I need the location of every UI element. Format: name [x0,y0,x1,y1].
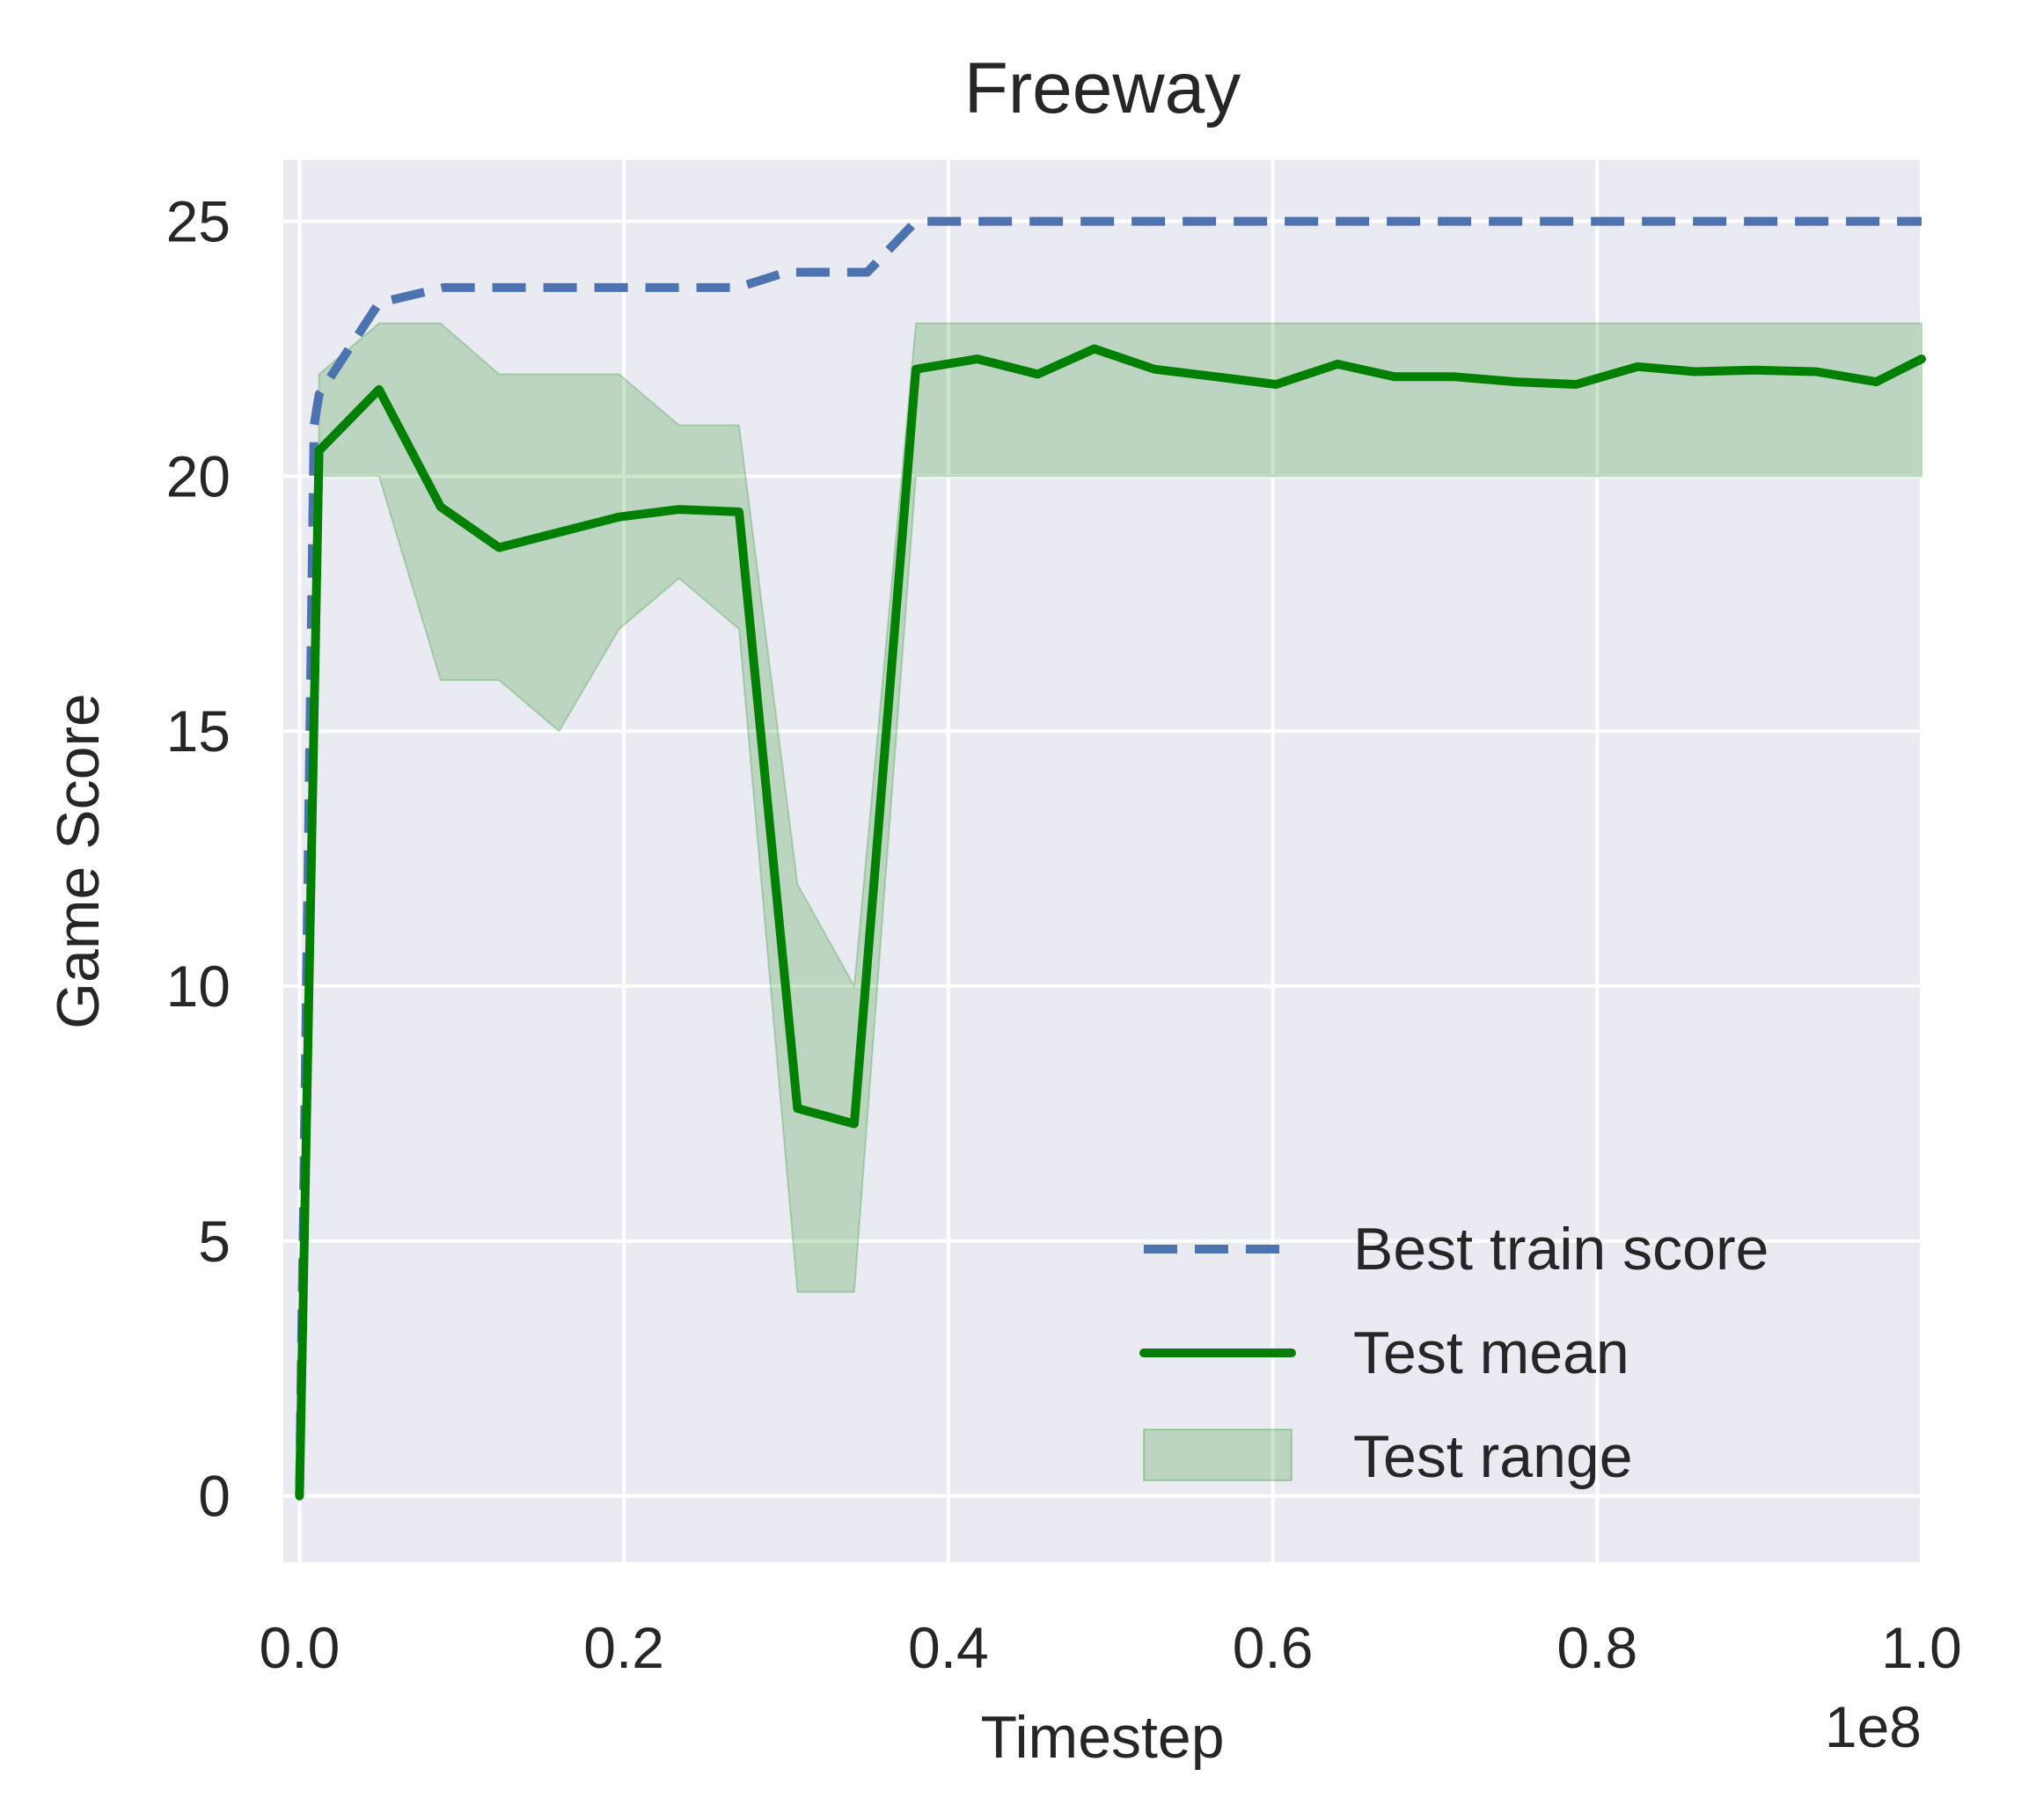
y-axis-label: Game Score [45,693,112,1029]
y-tick-label: 15 [166,698,231,764]
grid-lines [283,160,1923,1562]
legend-test-range-label: Test range [1353,1423,1633,1490]
test-mean-line [295,344,1926,1501]
y-tick-label: 0 [198,1464,231,1529]
y-tick-label: 5 [198,1209,231,1274]
tick-labels: 0.0 0.2 0.4 0.6 0.8 1.0 0 5 10 15 20 25 [166,189,1962,1680]
y-tick-label: 20 [166,443,231,508]
legend: Best train score Test mean Test range [1139,1216,1768,1490]
test-range-band [318,322,1922,1293]
y-tick-label: 25 [166,189,231,254]
best-train-score-line [295,216,1922,1496]
legend-best-train-label: Best train score [1353,1216,1768,1283]
chart-title: Freeway [964,48,1241,128]
x-tick-label: 0.6 [1233,1615,1314,1680]
x-tick-label: 0.8 [1556,1615,1637,1680]
plot-background [283,160,1922,1562]
x-axis-label: Timestep [980,1704,1224,1771]
x-tick-label: 1.0 [1881,1615,1962,1680]
x-tick-label: 0.4 [908,1615,989,1680]
x-tick-label: 0.2 [583,1615,664,1680]
data-layer [295,216,1926,1501]
legend-test-range-swatch [1143,1429,1292,1481]
x-tick-label: 0.0 [260,1615,340,1680]
y-tick-label: 10 [166,954,231,1019]
x-offset-label: 1e8 [1825,1694,1922,1759]
legend-test-mean-label: Test mean [1353,1319,1629,1386]
